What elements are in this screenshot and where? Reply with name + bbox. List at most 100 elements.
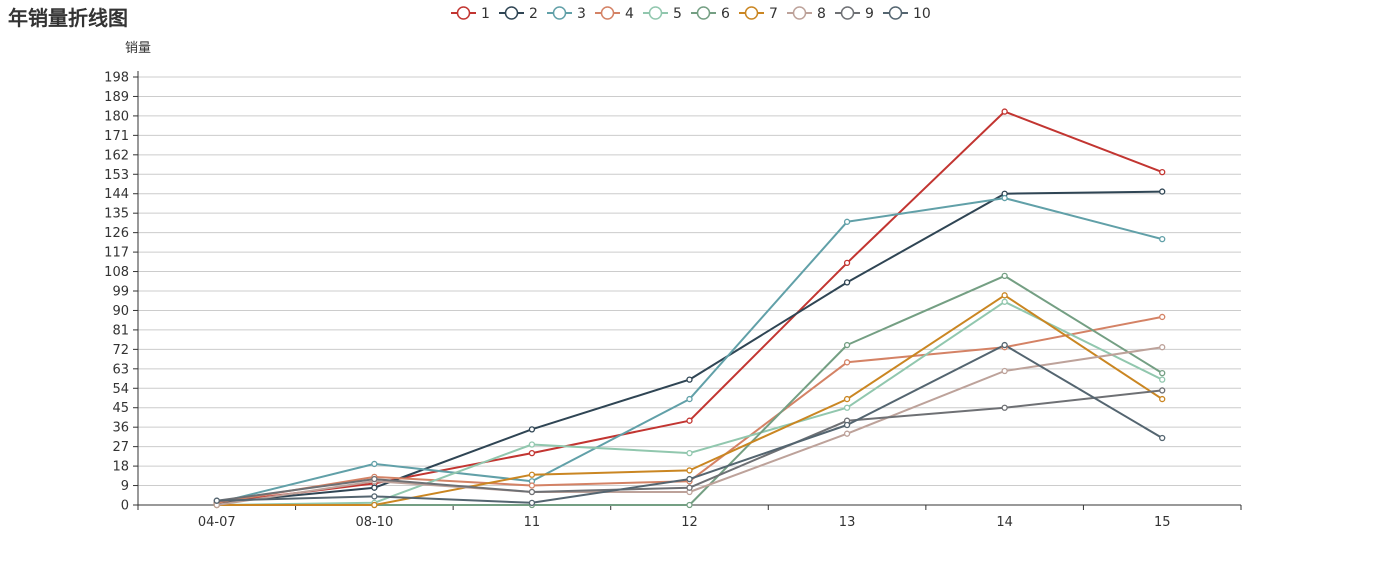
data-point-2 — [528, 426, 536, 433]
data-point-9 — [1159, 387, 1166, 394]
data-point-3 — [1001, 194, 1008, 202]
y-tick-label: 45 — [112, 401, 129, 416]
data-point-5 — [843, 404, 851, 411]
x-tick-label: 12 — [681, 515, 698, 530]
data-point-4 — [1159, 313, 1166, 321]
y-tick-label: 171 — [104, 129, 129, 144]
x-tick-label: 14 — [996, 515, 1013, 530]
data-point-9 — [371, 475, 378, 483]
data-point-10 — [371, 493, 378, 500]
data-point-8 — [1001, 367, 1008, 375]
data-point-2 — [686, 376, 693, 383]
data-point-3 — [843, 218, 851, 225]
data-point-1 — [1001, 108, 1008, 115]
data-point-5 — [1001, 298, 1008, 305]
y-tick-label: 99 — [112, 285, 129, 300]
legend-circle-icon — [552, 6, 567, 20]
data-point-9 — [686, 484, 693, 491]
legend-circle-icon — [792, 6, 807, 20]
data-point-5 — [528, 441, 536, 448]
legend-circle-icon — [696, 6, 711, 20]
legend-label: 5 — [673, 6, 682, 22]
y-tick-label: 189 — [104, 90, 129, 105]
data-point-5 — [1159, 376, 1166, 383]
data-point-2 — [371, 484, 378, 491]
legend-label: 7 — [769, 6, 778, 22]
legend-label: 1 — [481, 6, 490, 22]
data-point-10 — [528, 499, 536, 506]
data-point-1 — [528, 449, 536, 457]
y-tick-label: 108 — [104, 265, 129, 280]
series-line-4 — [216, 315, 1163, 504]
legend-item-2[interactable]: 2 — [499, 6, 538, 22]
legend-item-1[interactable]: 1 — [451, 6, 490, 22]
series-points — [213, 108, 1166, 509]
y-tick-label: 54 — [112, 382, 129, 397]
data-point-3 — [686, 395, 693, 403]
y-tick-label: 153 — [104, 168, 129, 183]
data-point-8 — [1159, 344, 1166, 351]
legend-item-4[interactable]: 4 — [595, 6, 634, 22]
data-point-1 — [686, 417, 693, 424]
legend-label: 6 — [721, 6, 730, 22]
y-tick-label: 198 — [104, 71, 129, 86]
data-point-4 — [843, 359, 851, 366]
data-point-2 — [843, 279, 851, 286]
legend: 1 2 3 4 5 6 7 8 9 10 — [451, 6, 931, 22]
legend-circle-icon — [600, 6, 615, 20]
data-point-7 — [528, 471, 536, 478]
y-tick-label: 81 — [112, 323, 129, 338]
data-point-9 — [528, 488, 536, 496]
data-point-7 — [1159, 395, 1166, 403]
y-tick-label: 135 — [104, 207, 129, 222]
data-point-6 — [1159, 369, 1166, 377]
series-line-5 — [216, 300, 1163, 506]
legend-circle-icon — [744, 6, 759, 20]
y-tick-label: 18 — [112, 460, 129, 475]
data-point-1 — [1159, 168, 1166, 176]
data-point-7 — [371, 501, 378, 509]
y-tick-label: 90 — [112, 304, 129, 319]
y-tick-label: 27 — [112, 440, 129, 455]
y-tick-label: 117 — [104, 246, 129, 261]
data-point-8 — [843, 430, 851, 437]
legend-item-7[interactable]: 7 — [739, 6, 778, 22]
y-tick-label: 0 — [121, 499, 129, 514]
data-point-6 — [686, 501, 693, 509]
x-tick-label: 11 — [524, 515, 541, 530]
y-tick-label: 9 — [121, 479, 129, 494]
data-point-10 — [1159, 434, 1166, 442]
data-point-5 — [686, 449, 693, 457]
data-point-9 — [1001, 404, 1008, 411]
legend-label: 4 — [625, 6, 634, 22]
data-point-2 — [1159, 188, 1166, 195]
legend-circle-icon — [648, 6, 663, 20]
legend-circle-icon — [888, 6, 903, 20]
legend-item-6[interactable]: 6 — [691, 6, 730, 22]
data-point-7 — [686, 467, 693, 474]
y-tick-label: 63 — [112, 362, 129, 377]
legend-item-5[interactable]: 5 — [643, 6, 682, 22]
y-tick-label: 36 — [112, 421, 129, 436]
legend-item-8[interactable]: 8 — [787, 6, 826, 22]
x-tick-label: 08-10 — [355, 515, 393, 530]
y-axis-label: 销量 — [125, 41, 151, 56]
y-tick-label: 144 — [104, 187, 129, 202]
chart-title: 年销量折线图 — [8, 6, 128, 30]
series-line-1 — [216, 110, 1163, 504]
x-tick-label: 15 — [1154, 515, 1171, 530]
legend-circle-icon — [504, 6, 519, 20]
legend-item-3[interactable]: 3 — [547, 6, 586, 22]
y-axis: 0 9 18 27 36 45 54 63 72 81 90 99 108 117 126 135 144 153… — [104, 71, 139, 514]
legend-item-9[interactable]: 9 — [835, 6, 874, 22]
data-point-4 — [528, 482, 536, 489]
legend-label: 2 — [529, 6, 538, 22]
y-tick-label: 162 — [104, 148, 129, 163]
legend-label: 9 — [865, 6, 874, 22]
legend-item-10[interactable]: 10 — [883, 6, 931, 22]
legend-circle-icon — [456, 6, 471, 20]
legend-label: 3 — [577, 6, 586, 22]
data-point-3 — [371, 460, 378, 468]
data-point-10 — [213, 497, 220, 504]
